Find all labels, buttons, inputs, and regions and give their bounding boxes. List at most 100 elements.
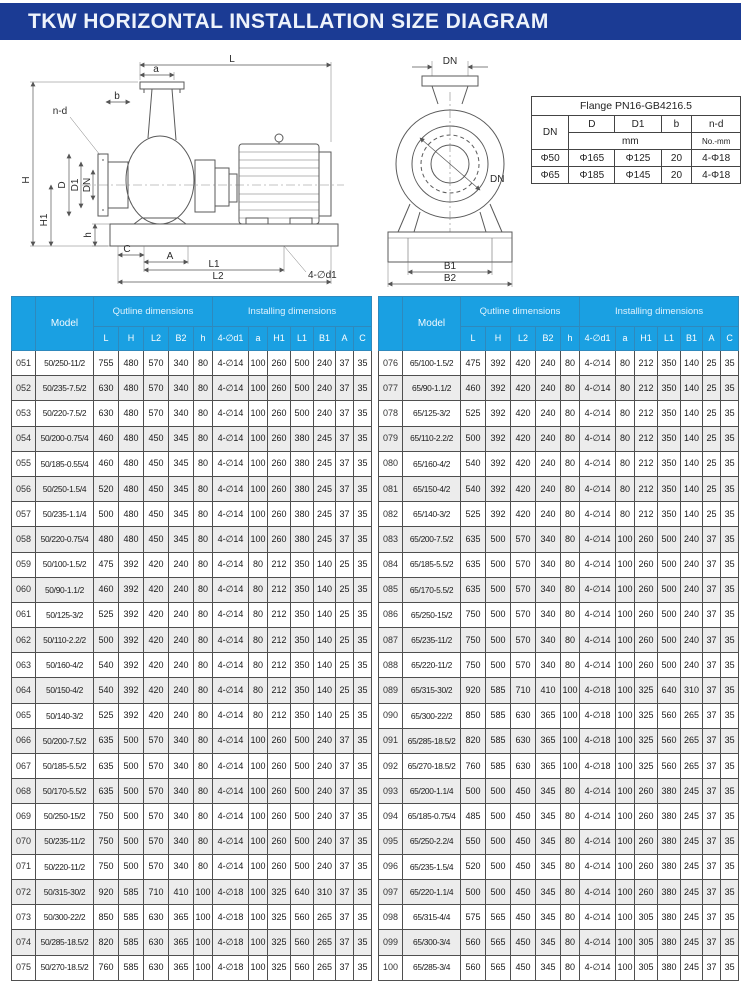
dimension-cell: 392 bbox=[118, 702, 144, 729]
dimension-cell: 450 bbox=[510, 803, 537, 830]
dimension-cell: 100 bbox=[560, 702, 581, 729]
model-cell: 65/315-30/2 bbox=[402, 677, 462, 704]
dimension-cell: 420 bbox=[510, 349, 537, 377]
flange-cell: Φ50 bbox=[530, 149, 570, 167]
dimension-cell: 100 bbox=[248, 526, 268, 553]
outline-dimensions-group-header: Qutline dimensions bbox=[93, 296, 213, 327]
dimension-cell: 460 bbox=[93, 576, 119, 603]
dimension-cell: 420 bbox=[510, 450, 537, 477]
dimension-cell: 37 bbox=[702, 677, 722, 704]
dimension-cell: 570 bbox=[143, 727, 169, 755]
table-row: 084 65/185-5.5/2 635 500 570 340 80 4-∅14 100 260… bbox=[378, 551, 740, 578]
dimension-cell: 35 bbox=[352, 400, 373, 427]
dimension-cell: 25 bbox=[702, 475, 722, 503]
dimension-cell: 25 bbox=[702, 450, 722, 477]
dimension-cell: 340 bbox=[168, 375, 194, 402]
dim-label-B2: B2 bbox=[444, 273, 457, 284]
dimension-cell: 80 bbox=[193, 727, 213, 755]
dimension-cell: 140 bbox=[313, 576, 336, 603]
column-header: H1 bbox=[634, 326, 659, 351]
dimension-cell: 450 bbox=[143, 450, 169, 477]
dimension-cell: 570 bbox=[143, 752, 169, 780]
column-header: a bbox=[248, 326, 268, 351]
dimension-cell: 420 bbox=[143, 652, 169, 679]
dimension-cell: 37 bbox=[335, 400, 354, 427]
dimension-cell: 35 bbox=[720, 652, 740, 679]
model-cell: 50/235-7.5/2 bbox=[35, 375, 94, 402]
dimension-cell: 500 bbox=[290, 375, 314, 402]
dimension-cell: 750 bbox=[460, 652, 487, 679]
dimension-cell: 500 bbox=[657, 526, 682, 553]
dimension-cell: 630 bbox=[510, 752, 537, 780]
row-number-cell: 080 bbox=[378, 450, 404, 477]
dimension-cell: 4-∅14 bbox=[579, 551, 617, 578]
dimension-cell: 585 bbox=[118, 929, 144, 956]
dimension-cell: 500 bbox=[290, 349, 314, 377]
dimension-cell: 750 bbox=[460, 601, 487, 629]
dim-label-D1: D1 bbox=[70, 178, 81, 191]
dimension-cell: 80 bbox=[193, 828, 213, 855]
dimension-cell: 450 bbox=[143, 475, 169, 503]
dimension-cell: 245 bbox=[313, 501, 336, 528]
dimension-cell: 35 bbox=[352, 349, 373, 377]
model-cell: 50/185-0.55/4 bbox=[35, 450, 94, 477]
dimension-cell: 4-∅14 bbox=[579, 501, 617, 528]
dimension-cell: 100 bbox=[615, 778, 636, 805]
model-cell: 65/250-15/2 bbox=[402, 601, 462, 629]
dimension-cell: 460 bbox=[460, 375, 487, 402]
dimension-cell: 80 bbox=[193, 601, 213, 629]
dim-label-C: C bbox=[123, 244, 130, 255]
model-cell: 65/220-11/2 bbox=[402, 652, 462, 679]
dimension-cell: 80 bbox=[193, 702, 213, 729]
dimension-cell: 100 bbox=[615, 853, 636, 880]
dimension-cell: 570 bbox=[143, 375, 169, 402]
dimension-cell: 500 bbox=[485, 803, 512, 830]
dimension-cell: 35 bbox=[352, 778, 373, 805]
dimension-cell: 500 bbox=[290, 853, 314, 880]
dimension-cell: 35 bbox=[352, 601, 373, 629]
dimension-cell: 100 bbox=[248, 375, 268, 402]
table-row: 081 65/150-4/2 540 392 420 240 80 4-∅14 80 212 350… bbox=[378, 475, 740, 503]
model-cell: 50/200-7.5/2 bbox=[35, 727, 94, 755]
dimension-cell: 100 bbox=[248, 501, 268, 528]
dimension-cell: 35 bbox=[352, 828, 373, 855]
dimension-cell: 240 bbox=[313, 853, 336, 880]
dimension-cell: 240 bbox=[535, 375, 562, 402]
row-number-header bbox=[378, 296, 404, 351]
dimension-cell: 80 bbox=[193, 778, 213, 805]
outline-dimensions-group-header: Qutline dimensions bbox=[460, 296, 581, 327]
dimension-cell: 500 bbox=[290, 727, 314, 755]
dimension-cell: 540 bbox=[93, 677, 119, 704]
dimension-cell: 392 bbox=[485, 349, 512, 377]
dimension-cell: 140 bbox=[313, 551, 336, 578]
dimension-cell: 500 bbox=[118, 828, 144, 855]
dimension-cell: 4-∅14 bbox=[579, 576, 617, 603]
dimension-cell: 570 bbox=[510, 652, 537, 679]
dimension-cell: 35 bbox=[720, 526, 740, 553]
table-row: 099 65/300-3/4 560 565 450 345 80 4-∅14 100 305 38… bbox=[378, 929, 740, 956]
dimension-cell: 525 bbox=[460, 501, 487, 528]
dimension-cell: 25 bbox=[702, 501, 722, 528]
dimension-table-right: Model Qutline dimensions Installing dimens… bbox=[378, 296, 740, 981]
dimension-cell: 4-∅14 bbox=[579, 652, 617, 679]
dimension-cell: 260 bbox=[267, 803, 291, 830]
table-row: 061 50/125-3/2 525 392 420 240 80 4-∅14 80 212 350… bbox=[11, 601, 373, 629]
dimension-cell: 345 bbox=[535, 778, 562, 805]
model-cell: 65/110-2.2/2 bbox=[402, 425, 462, 452]
dimension-cell: 80 bbox=[615, 501, 636, 528]
dimension-cell: 37 bbox=[335, 349, 354, 377]
table-row: 058 50/220-0.75/4 480 480 450 345 80 4-∅14 100 26… bbox=[11, 526, 373, 553]
dimension-cell: 392 bbox=[118, 677, 144, 704]
dimension-cell: 450 bbox=[143, 501, 169, 528]
dimension-cell: 325 bbox=[267, 878, 291, 906]
dimension-cell: 340 bbox=[168, 349, 194, 377]
dimension-cell: 37 bbox=[702, 929, 722, 956]
flange-unit-mm: mm bbox=[568, 132, 693, 150]
model-cell: 65/220-1.1/4 bbox=[402, 878, 462, 906]
pump-volute bbox=[125, 81, 195, 225]
row-number-cell: 068 bbox=[11, 778, 36, 805]
dimension-cell: 4-∅14 bbox=[212, 501, 249, 528]
dimension-cell: 260 bbox=[267, 375, 291, 402]
dimension-cell: 260 bbox=[634, 551, 659, 578]
dimension-cell: 240 bbox=[168, 627, 194, 654]
